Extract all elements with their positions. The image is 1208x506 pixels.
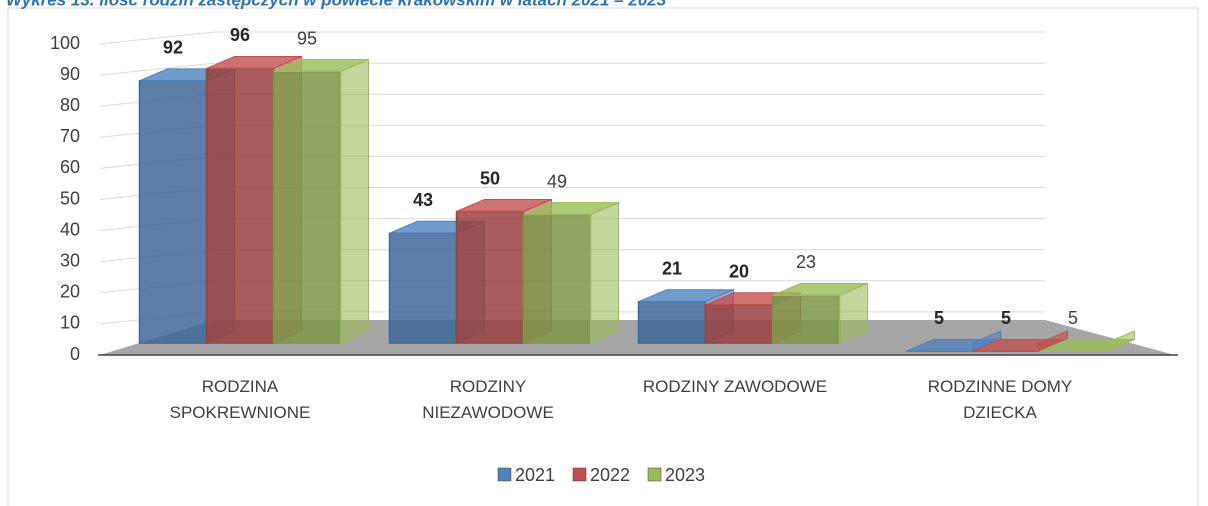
y-tick-label: 50 xyxy=(60,188,80,208)
legend-swatch xyxy=(572,467,587,482)
data-label: 95 xyxy=(297,28,317,48)
y-tick-label: 10 xyxy=(60,313,80,333)
legend-label: 2021 xyxy=(515,465,555,485)
legend-label: 2022 xyxy=(590,465,630,485)
bar-front xyxy=(455,210,525,344)
bar-side xyxy=(1106,330,1135,353)
legend-swatch xyxy=(497,467,512,482)
data-label: 5 xyxy=(1068,308,1078,328)
bar-side xyxy=(340,58,369,344)
bar-front xyxy=(522,213,592,344)
y-tick-label: 20 xyxy=(60,282,80,302)
data-label: 5 xyxy=(934,308,944,328)
x-tick-label: RODZINY ZAWODOWE xyxy=(642,377,828,396)
bar-side xyxy=(839,282,868,344)
data-label: 96 xyxy=(230,25,250,45)
y-tick-label: 100 xyxy=(50,33,80,53)
bar-front xyxy=(704,304,774,344)
bar xyxy=(771,282,868,344)
y-tick-label: 40 xyxy=(60,219,80,239)
bar-front xyxy=(388,232,458,344)
legend-label: 2023 xyxy=(665,465,705,485)
bar-front xyxy=(205,67,275,344)
data-label: 20 xyxy=(729,262,749,282)
y-tick-label: 70 xyxy=(60,126,80,146)
data-label: 23 xyxy=(796,252,816,272)
chart-title: Wykres 13. Ilość rodzin zastępczych w po… xyxy=(6,0,667,9)
y-tick-label: 0 xyxy=(70,344,80,364)
y-tick-label: 80 xyxy=(60,95,80,115)
bar xyxy=(972,330,1068,353)
bar-front xyxy=(138,80,208,344)
x-tick-label: RODZINA SPOKREWNIONE xyxy=(169,377,311,422)
data-label: 5 xyxy=(1001,308,1011,328)
data-label: 43 xyxy=(413,190,433,210)
bar-front xyxy=(637,300,707,344)
x-tick-label: RODZINY NIEZAWODOWE xyxy=(422,377,554,422)
data-label: 49 xyxy=(547,171,567,191)
bar-front xyxy=(272,70,342,344)
y-tick-label: 60 xyxy=(60,157,80,177)
grid-line xyxy=(99,31,1045,45)
data-label: 21 xyxy=(662,258,682,278)
bar-side xyxy=(590,201,619,344)
bar xyxy=(1039,330,1135,353)
grid-line xyxy=(99,62,1045,76)
bar-front xyxy=(771,294,841,344)
data-label: 92 xyxy=(163,38,183,58)
y-tick-label: 90 xyxy=(60,64,80,84)
bar xyxy=(522,201,619,344)
data-label: 50 xyxy=(480,168,500,188)
chart-frame xyxy=(7,7,1199,506)
legend-swatch xyxy=(647,467,662,482)
bar xyxy=(272,58,369,344)
bar xyxy=(905,330,1001,353)
x-tick-label: RODZINNE DOMY DZIECKA xyxy=(927,377,1073,422)
y-tick-label: 30 xyxy=(60,250,80,270)
